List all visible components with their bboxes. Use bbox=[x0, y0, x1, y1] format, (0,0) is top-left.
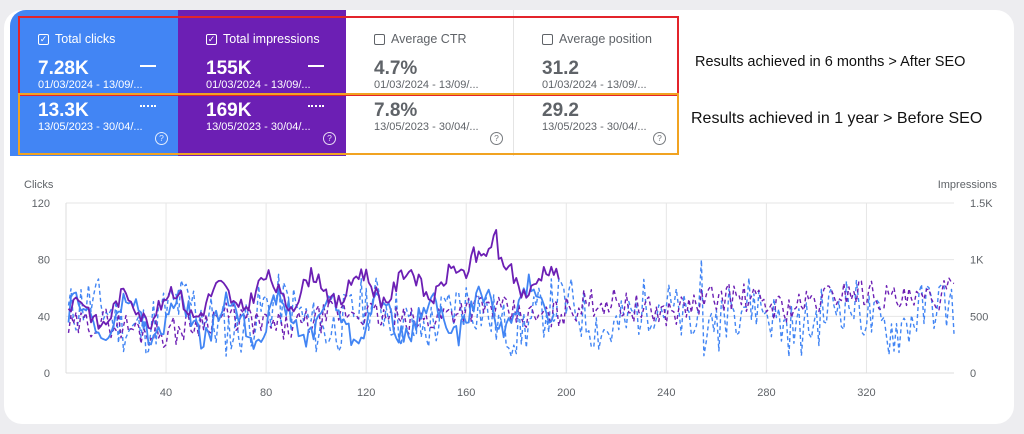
metric-average-position[interactable]: Average position 31.2 01/03/2024 - 13/09… bbox=[514, 10, 676, 156]
solid-line-legend-icon bbox=[140, 65, 156, 67]
right-tick-label: 1K bbox=[970, 255, 984, 267]
chart-grid bbox=[65, 202, 954, 374]
metric-label: Average CTR bbox=[391, 32, 467, 46]
right-axis-title: Impressions bbox=[938, 179, 998, 191]
right-tick-label: 0 bbox=[970, 368, 976, 380]
metric-total-impressions[interactable]: ✓ Total impressions 155K 01/03/2024 - 13… bbox=[178, 10, 346, 156]
metric-label: Average position bbox=[559, 32, 652, 46]
performance-line-chart: Clicks Impressions 120 80 40 0 1.5K 1K 500 0 40 80 1… bbox=[24, 179, 998, 399]
solid-line-legend-icon bbox=[308, 65, 324, 67]
checkbox-empty-icon[interactable] bbox=[542, 33, 553, 45]
clicks-previous-series bbox=[67, 259, 955, 358]
metric-date-recent: 01/03/2024 - 13/09/... bbox=[542, 79, 647, 91]
metric-total-clicks[interactable]: ✓ Total clicks 7.28K 01/03/2024 - 13/09/… bbox=[10, 10, 178, 156]
metric-date-recent: 01/03/2024 - 13/09/... bbox=[206, 79, 311, 91]
checkbox-empty-icon[interactable] bbox=[374, 33, 385, 45]
chart-series bbox=[67, 229, 955, 358]
metric-value-prev: 7.8% bbox=[374, 100, 418, 121]
metric-label: Total clicks bbox=[55, 32, 116, 46]
annotation-after-seo: Results achieved in 6 months > After SEO bbox=[695, 54, 966, 70]
help-icon[interactable]: ? bbox=[323, 132, 336, 145]
metric-value-prev: 13.3K bbox=[38, 100, 89, 121]
metric-label: Total impressions bbox=[223, 32, 320, 46]
left-axis-title: Clicks bbox=[24, 179, 54, 191]
right-tick-label: 1.5K bbox=[970, 198, 993, 210]
metric-date-prev: 13/05/2023 - 30/04/... bbox=[374, 121, 479, 133]
x-tick-label: 200 bbox=[557, 387, 575, 399]
metric-value-recent: 7.28K bbox=[38, 58, 89, 79]
metric-value-prev: 29.2 bbox=[542, 100, 579, 121]
metric-date-prev: 13/05/2023 - 30/04/... bbox=[38, 121, 143, 133]
help-icon[interactable]: ? bbox=[155, 132, 168, 145]
metric-date-recent: 01/03/2024 - 13/09/... bbox=[38, 79, 143, 91]
x-tick-label: 120 bbox=[357, 387, 375, 399]
x-tick-label: 320 bbox=[857, 387, 875, 399]
x-tick-label: 80 bbox=[260, 387, 272, 399]
dashed-line-legend-icon bbox=[140, 105, 156, 107]
left-tick-label: 40 bbox=[38, 311, 50, 323]
help-icon[interactable]: ? bbox=[653, 132, 666, 145]
impressions-recent-series bbox=[67, 229, 560, 330]
metric-value-recent: 4.7% bbox=[374, 58, 418, 79]
chart-axis-ticks: Clicks Impressions 120 80 40 0 1.5K 1K 500 0 40 80 1… bbox=[24, 179, 998, 399]
x-tick-label: 40 bbox=[160, 387, 172, 399]
metric-date-prev: 13/05/2023 - 30/04/... bbox=[206, 121, 311, 133]
metric-average-ctr[interactable]: Average CTR 4.7% 01/03/2024 - 13/09/... … bbox=[346, 10, 514, 156]
help-icon[interactable]: ? bbox=[490, 132, 503, 145]
metric-date-recent: 01/03/2024 - 13/09/... bbox=[374, 79, 479, 91]
left-tick-label: 80 bbox=[38, 255, 50, 267]
checkbox-checked-icon[interactable]: ✓ bbox=[38, 33, 49, 45]
x-tick-label: 160 bbox=[457, 387, 475, 399]
left-tick-label: 120 bbox=[32, 198, 50, 210]
metric-value-prev: 169K bbox=[206, 100, 252, 121]
checkbox-checked-icon[interactable]: ✓ bbox=[206, 33, 217, 45]
x-tick-label: 280 bbox=[757, 387, 775, 399]
right-tick-label: 500 bbox=[970, 311, 988, 323]
performance-card: ✓ Total clicks 7.28K 01/03/2024 - 13/09/… bbox=[4, 10, 1014, 424]
x-tick-label: 240 bbox=[657, 387, 675, 399]
annotation-before-seo: Results achieved in 1 year > Before SEO bbox=[691, 110, 983, 127]
clicks-recent-series bbox=[67, 273, 555, 350]
metric-date-prev: 13/05/2023 - 30/04/... bbox=[542, 121, 647, 133]
dashed-line-legend-icon bbox=[308, 105, 324, 107]
metric-value-recent: 31.2 bbox=[542, 58, 579, 79]
metric-value-recent: 155K bbox=[206, 58, 252, 79]
left-tick-label: 0 bbox=[44, 368, 50, 380]
